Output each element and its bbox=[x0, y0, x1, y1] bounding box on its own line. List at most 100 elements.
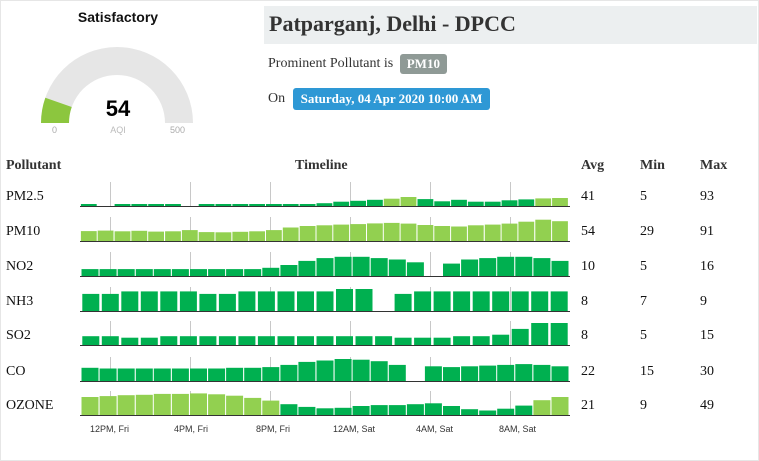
timeline-bar[interactable] bbox=[461, 366, 479, 381]
timeline-bar[interactable] bbox=[424, 403, 442, 415]
timeline-bar[interactable] bbox=[262, 267, 280, 277]
timeline-bar[interactable] bbox=[334, 407, 352, 415]
timeline-bar[interactable] bbox=[298, 260, 316, 276]
timeline-bar[interactable] bbox=[226, 395, 244, 415]
timeline-bar[interactable] bbox=[424, 366, 442, 381]
timeline-bar[interactable] bbox=[550, 323, 568, 345]
timeline-bar[interactable] bbox=[533, 400, 551, 415]
timeline-bar[interactable] bbox=[148, 231, 164, 241]
timeline-bar[interactable] bbox=[333, 224, 350, 241]
timeline-bar[interactable] bbox=[165, 204, 181, 206]
timeline-bar[interactable] bbox=[117, 269, 135, 276]
timeline-bar[interactable] bbox=[99, 269, 117, 276]
timeline-bar[interactable] bbox=[198, 232, 215, 241]
timeline-bar[interactable] bbox=[277, 336, 295, 345]
timeline-bar[interactable] bbox=[238, 291, 256, 311]
timeline-bar[interactable] bbox=[551, 397, 569, 415]
timeline-bar[interactable] bbox=[121, 337, 139, 345]
timeline-bar[interactable] bbox=[531, 291, 549, 311]
timeline-bar[interactable] bbox=[101, 336, 119, 345]
timeline-bar[interactable] bbox=[375, 336, 393, 345]
timeline-bar[interactable] bbox=[277, 291, 295, 311]
timeline-bar[interactable] bbox=[198, 204, 215, 206]
timeline-bar[interactable] bbox=[492, 291, 510, 311]
timeline-bar[interactable] bbox=[181, 230, 198, 241]
timeline-bar[interactable] bbox=[388, 364, 406, 381]
timeline-bar[interactable] bbox=[383, 222, 400, 241]
timeline-bar[interactable] bbox=[190, 393, 207, 415]
timeline-bar[interactable] bbox=[101, 293, 119, 311]
timeline-bar[interactable] bbox=[179, 291, 197, 311]
timeline-bar[interactable] bbox=[280, 265, 298, 276]
timeline-bar[interactable] bbox=[99, 368, 117, 382]
timeline-bar[interactable] bbox=[336, 336, 353, 345]
timeline-bar[interactable] bbox=[511, 291, 529, 311]
timeline-bar[interactable] bbox=[355, 336, 373, 345]
timeline-bar[interactable] bbox=[518, 221, 535, 241]
timeline-bar[interactable] bbox=[262, 367, 280, 381]
timeline-bar[interactable] bbox=[417, 199, 434, 206]
timeline-bar[interactable] bbox=[215, 204, 232, 206]
timeline-bar[interactable] bbox=[479, 365, 497, 381]
timeline-bar[interactable] bbox=[232, 204, 249, 206]
timeline-bar[interactable] bbox=[257, 336, 275, 345]
timeline-bar[interactable] bbox=[81, 397, 99, 415]
timeline-bar[interactable] bbox=[492, 334, 510, 345]
timeline-bar[interactable] bbox=[383, 198, 400, 206]
timeline-bar[interactable] bbox=[533, 258, 551, 276]
timeline-bar[interactable] bbox=[531, 323, 549, 345]
timeline-bar[interactable] bbox=[297, 336, 314, 345]
timeline-bar[interactable] bbox=[121, 291, 139, 311]
timeline-bar[interactable] bbox=[461, 409, 479, 415]
timeline-bar[interactable] bbox=[190, 368, 207, 382]
timeline-bar[interactable] bbox=[117, 395, 135, 415]
timeline-bar[interactable] bbox=[394, 337, 412, 345]
timeline-bar[interactable] bbox=[370, 405, 388, 415]
timeline-bar[interactable] bbox=[406, 262, 424, 277]
timeline-bar[interactable] bbox=[297, 291, 314, 311]
timeline-bar[interactable] bbox=[160, 336, 178, 345]
timeline-bar[interactable] bbox=[171, 393, 189, 415]
timeline-bar[interactable] bbox=[316, 225, 333, 241]
timeline-bar[interactable] bbox=[208, 368, 226, 382]
timeline-bar[interactable] bbox=[257, 291, 275, 311]
timeline-bar[interactable] bbox=[552, 221, 568, 241]
timeline-bar[interactable] bbox=[135, 394, 153, 415]
timeline-bar[interactable] bbox=[81, 367, 99, 381]
timeline-bar[interactable] bbox=[551, 366, 569, 381]
timeline-bar[interactable] bbox=[266, 204, 282, 206]
timeline-bar[interactable] bbox=[208, 269, 226, 276]
timeline-bar[interactable] bbox=[82, 293, 100, 311]
timeline-bar[interactable] bbox=[388, 405, 406, 415]
timeline-bar[interactable] bbox=[160, 291, 178, 311]
timeline-bar[interactable] bbox=[249, 204, 265, 206]
timeline-bar[interactable] bbox=[316, 291, 334, 311]
timeline-bar[interactable] bbox=[501, 223, 518, 241]
timeline-bar[interactable] bbox=[451, 199, 467, 206]
timeline-bar[interactable] bbox=[226, 269, 244, 276]
timeline-bar[interactable] bbox=[551, 260, 569, 276]
timeline-bar[interactable] bbox=[266, 230, 282, 241]
timeline-bar[interactable] bbox=[484, 224, 501, 241]
timeline-bar[interactable] bbox=[282, 227, 299, 242]
timeline-bar[interactable] bbox=[244, 367, 262, 381]
timeline-bar[interactable] bbox=[81, 269, 99, 276]
timeline-bar[interactable] bbox=[497, 256, 515, 277]
timeline-bar[interactable] bbox=[497, 364, 515, 381]
timeline-bar[interactable] bbox=[82, 336, 100, 345]
timeline-bar[interactable] bbox=[484, 201, 501, 206]
timeline-bar[interactable] bbox=[333, 201, 350, 206]
timeline-bar[interactable] bbox=[434, 226, 451, 241]
timeline-bar[interactable] bbox=[467, 201, 484, 206]
timeline-bar[interactable] bbox=[400, 223, 417, 241]
timeline-bar[interactable] bbox=[497, 408, 515, 415]
timeline-bar[interactable] bbox=[140, 337, 158, 345]
timeline-bar[interactable] bbox=[479, 258, 497, 276]
timeline-bar[interactable] bbox=[179, 336, 197, 345]
timeline-bar[interactable] bbox=[244, 397, 262, 415]
timeline-bar[interactable] bbox=[552, 198, 568, 206]
timeline-bar[interactable] bbox=[443, 263, 460, 276]
timeline-bar[interactable] bbox=[171, 368, 189, 382]
timeline-bar[interactable] bbox=[299, 226, 316, 241]
timeline-bar[interactable] bbox=[316, 336, 334, 345]
